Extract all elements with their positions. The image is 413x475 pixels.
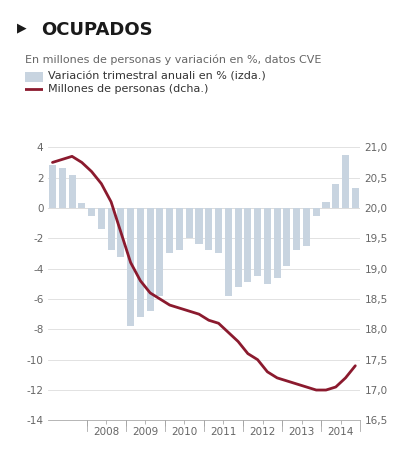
Bar: [214, 208, 221, 254]
Bar: [88, 208, 95, 216]
Bar: [107, 208, 114, 250]
Bar: [351, 188, 358, 208]
Bar: [312, 208, 319, 216]
Bar: [117, 208, 124, 256]
Bar: [322, 202, 329, 208]
Bar: [205, 208, 212, 250]
Bar: [341, 155, 348, 208]
Bar: [254, 208, 261, 276]
Bar: [156, 208, 163, 296]
Bar: [78, 203, 85, 208]
Bar: [176, 208, 183, 250]
Text: Millones de personas (dcha.): Millones de personas (dcha.): [47, 84, 207, 95]
Bar: [59, 169, 66, 208]
Bar: [292, 208, 299, 250]
Bar: [166, 208, 173, 254]
Text: ▶: ▶: [17, 21, 26, 34]
Text: Variación trimestral anuali en % (izda.): Variación trimestral anuali en % (izda.): [47, 72, 265, 82]
Bar: [244, 208, 251, 282]
Bar: [127, 208, 134, 326]
Bar: [273, 208, 280, 278]
Bar: [224, 208, 231, 296]
Text: En millones de personas y variación en %, datos CVE: En millones de personas y variación en %…: [25, 55, 320, 65]
Bar: [332, 184, 339, 208]
Text: OCUPADOS: OCUPADOS: [41, 21, 153, 39]
Bar: [234, 208, 241, 287]
Bar: [49, 165, 56, 208]
Bar: [263, 208, 270, 284]
Bar: [283, 208, 290, 266]
Bar: [185, 208, 192, 238]
Bar: [195, 208, 202, 244]
Bar: [137, 208, 144, 317]
Bar: [302, 208, 309, 246]
Bar: [68, 175, 75, 208]
Bar: [146, 208, 153, 311]
Bar: [97, 208, 104, 229]
